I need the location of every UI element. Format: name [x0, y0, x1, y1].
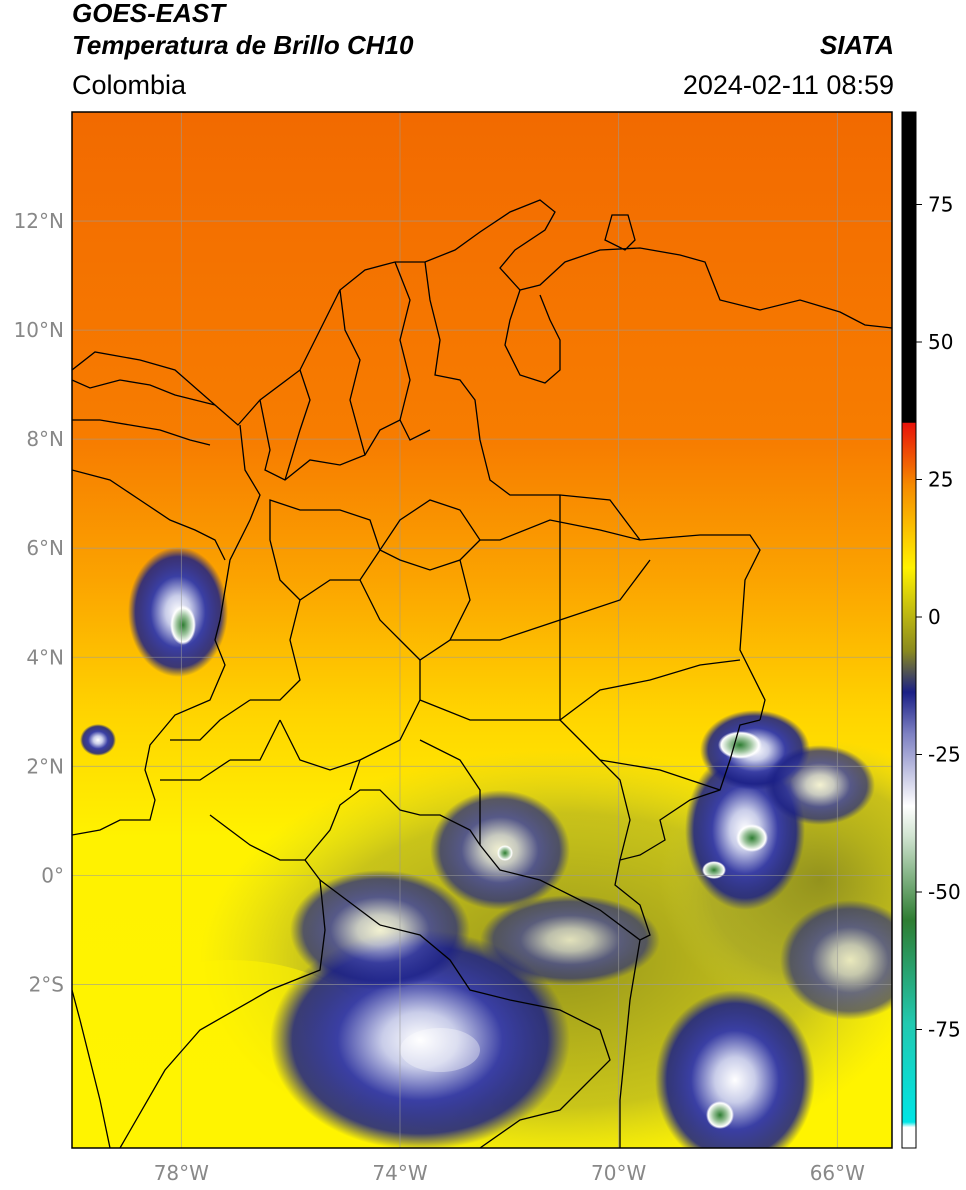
satellite-title: GOES-EAST — [72, 0, 226, 28]
lat-tick-label: 12°N — [14, 209, 64, 233]
lon-tick-label: 78°W — [154, 1161, 209, 1185]
colorbar: 75 50 25 0 -25 -50 -75 — [901, 111, 961, 1149]
lon-tick-label: 66°W — [810, 1161, 865, 1185]
lat-tick-label: 10°N — [14, 318, 64, 342]
lat-tick-label: 4°N — [26, 645, 64, 669]
region-label: Colombia — [72, 70, 187, 100]
colorbar-tick-label: -75 — [928, 1018, 961, 1042]
lon-tick-label: 74°W — [372, 1161, 427, 1185]
lat-tick-label: 2°S — [29, 972, 64, 996]
latitude-labels: 12°N 10°N 8°N 6°N 4°N 2°N 0° 2°S — [14, 209, 64, 996]
brand-label: SIATA — [819, 30, 894, 60]
lon-tick-label: 70°W — [591, 1161, 646, 1185]
satellite-image — [72, 112, 892, 1148]
lat-tick-label: 6°N — [26, 536, 64, 560]
graticule — [72, 112, 892, 1148]
timestamp-label: 2024-02-11 08:59 — [682, 70, 894, 100]
colorbar-tick-label: -25 — [928, 743, 961, 767]
lat-tick-label: 2°N — [26, 754, 64, 778]
colorbar-tick-label: 75 — [928, 193, 953, 217]
longitude-labels: 78°W 74°W 70°W 66°W — [154, 1161, 865, 1185]
colorbar-tick-label: 0 — [928, 605, 941, 629]
colorbar-tick-label: 50 — [928, 330, 953, 354]
product-title: Temperatura de Brillo CH10 — [72, 30, 414, 60]
lat-tick-label: 8°N — [26, 427, 64, 451]
colorbar-tick-label: -50 — [928, 880, 961, 904]
boundaries — [72, 199, 892, 1148]
map-frame — [71, 111, 893, 1149]
lat-tick-label: 0° — [41, 863, 64, 887]
colorbar-tick-label: 25 — [928, 468, 953, 492]
